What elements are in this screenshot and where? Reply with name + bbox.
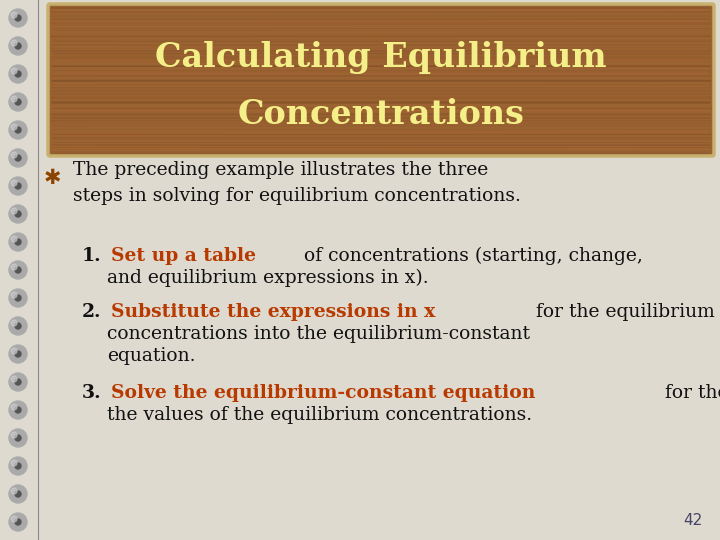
Circle shape	[11, 376, 17, 382]
Circle shape	[9, 401, 27, 419]
Text: ✱: ✱	[43, 168, 60, 188]
Text: The preceding example illustrates the three: The preceding example illustrates the th…	[73, 161, 488, 179]
Text: the values of the equilibrium concentrations.: the values of the equilibrium concentrat…	[107, 406, 532, 424]
Circle shape	[11, 264, 17, 270]
Circle shape	[9, 149, 27, 167]
Text: 3.: 3.	[82, 384, 102, 402]
Circle shape	[11, 292, 17, 298]
Circle shape	[9, 233, 27, 251]
Text: 42: 42	[684, 513, 703, 528]
Circle shape	[15, 183, 21, 189]
Circle shape	[11, 460, 17, 466]
Text: concentrations into the equilibrium-constant: concentrations into the equilibrium-cons…	[107, 325, 530, 343]
Text: Calculating Equilibrium: Calculating Equilibrium	[156, 42, 607, 75]
Circle shape	[15, 379, 21, 385]
Circle shape	[9, 289, 27, 307]
Circle shape	[9, 65, 27, 83]
Text: Solve the equilibrium-constant equation: Solve the equilibrium-constant equation	[111, 384, 536, 402]
Text: of concentrations (starting, change,: of concentrations (starting, change,	[298, 247, 643, 265]
Circle shape	[9, 177, 27, 195]
Text: and equilibrium expressions in x).: and equilibrium expressions in x).	[107, 269, 428, 287]
Circle shape	[9, 205, 27, 223]
Circle shape	[9, 457, 27, 475]
Circle shape	[15, 267, 21, 273]
Circle shape	[9, 485, 27, 503]
Text: Set up a table: Set up a table	[111, 247, 256, 265]
Circle shape	[9, 121, 27, 139]
Circle shape	[15, 239, 21, 245]
Circle shape	[9, 373, 27, 391]
Circle shape	[11, 152, 17, 158]
Circle shape	[11, 124, 17, 130]
FancyBboxPatch shape	[48, 4, 714, 156]
Circle shape	[15, 127, 21, 133]
Text: Concentrations: Concentrations	[238, 98, 524, 131]
Circle shape	[15, 519, 21, 525]
Text: steps in solving for equilibrium concentrations.: steps in solving for equilibrium concent…	[73, 187, 521, 205]
Circle shape	[15, 43, 21, 49]
Text: Substitute the expressions in x: Substitute the expressions in x	[111, 303, 436, 321]
Circle shape	[11, 320, 17, 326]
Circle shape	[15, 71, 21, 77]
Circle shape	[9, 261, 27, 279]
Circle shape	[15, 491, 21, 497]
Circle shape	[15, 211, 21, 217]
Circle shape	[15, 351, 21, 357]
Circle shape	[15, 295, 21, 301]
Circle shape	[9, 317, 27, 335]
Circle shape	[9, 37, 27, 55]
Circle shape	[11, 208, 17, 214]
Circle shape	[15, 99, 21, 105]
Circle shape	[9, 345, 27, 363]
Circle shape	[11, 68, 17, 74]
Circle shape	[11, 236, 17, 242]
Circle shape	[15, 15, 21, 21]
Circle shape	[11, 488, 17, 494]
Circle shape	[9, 9, 27, 27]
Circle shape	[15, 435, 21, 441]
Circle shape	[11, 348, 17, 354]
Circle shape	[15, 407, 21, 413]
Circle shape	[11, 516, 17, 522]
Text: 2.: 2.	[82, 303, 102, 321]
Circle shape	[15, 323, 21, 329]
Circle shape	[9, 429, 27, 447]
Circle shape	[11, 40, 17, 46]
Text: equation.: equation.	[107, 347, 196, 365]
Circle shape	[11, 432, 17, 438]
Circle shape	[11, 96, 17, 102]
Circle shape	[15, 155, 21, 161]
Circle shape	[11, 12, 17, 18]
Text: for the: for the	[659, 384, 720, 402]
Text: for the equilibrium: for the equilibrium	[530, 303, 714, 321]
Circle shape	[15, 463, 21, 469]
Circle shape	[11, 404, 17, 410]
Circle shape	[11, 180, 17, 186]
Circle shape	[9, 93, 27, 111]
Text: 1.: 1.	[82, 247, 102, 265]
Circle shape	[9, 513, 27, 531]
